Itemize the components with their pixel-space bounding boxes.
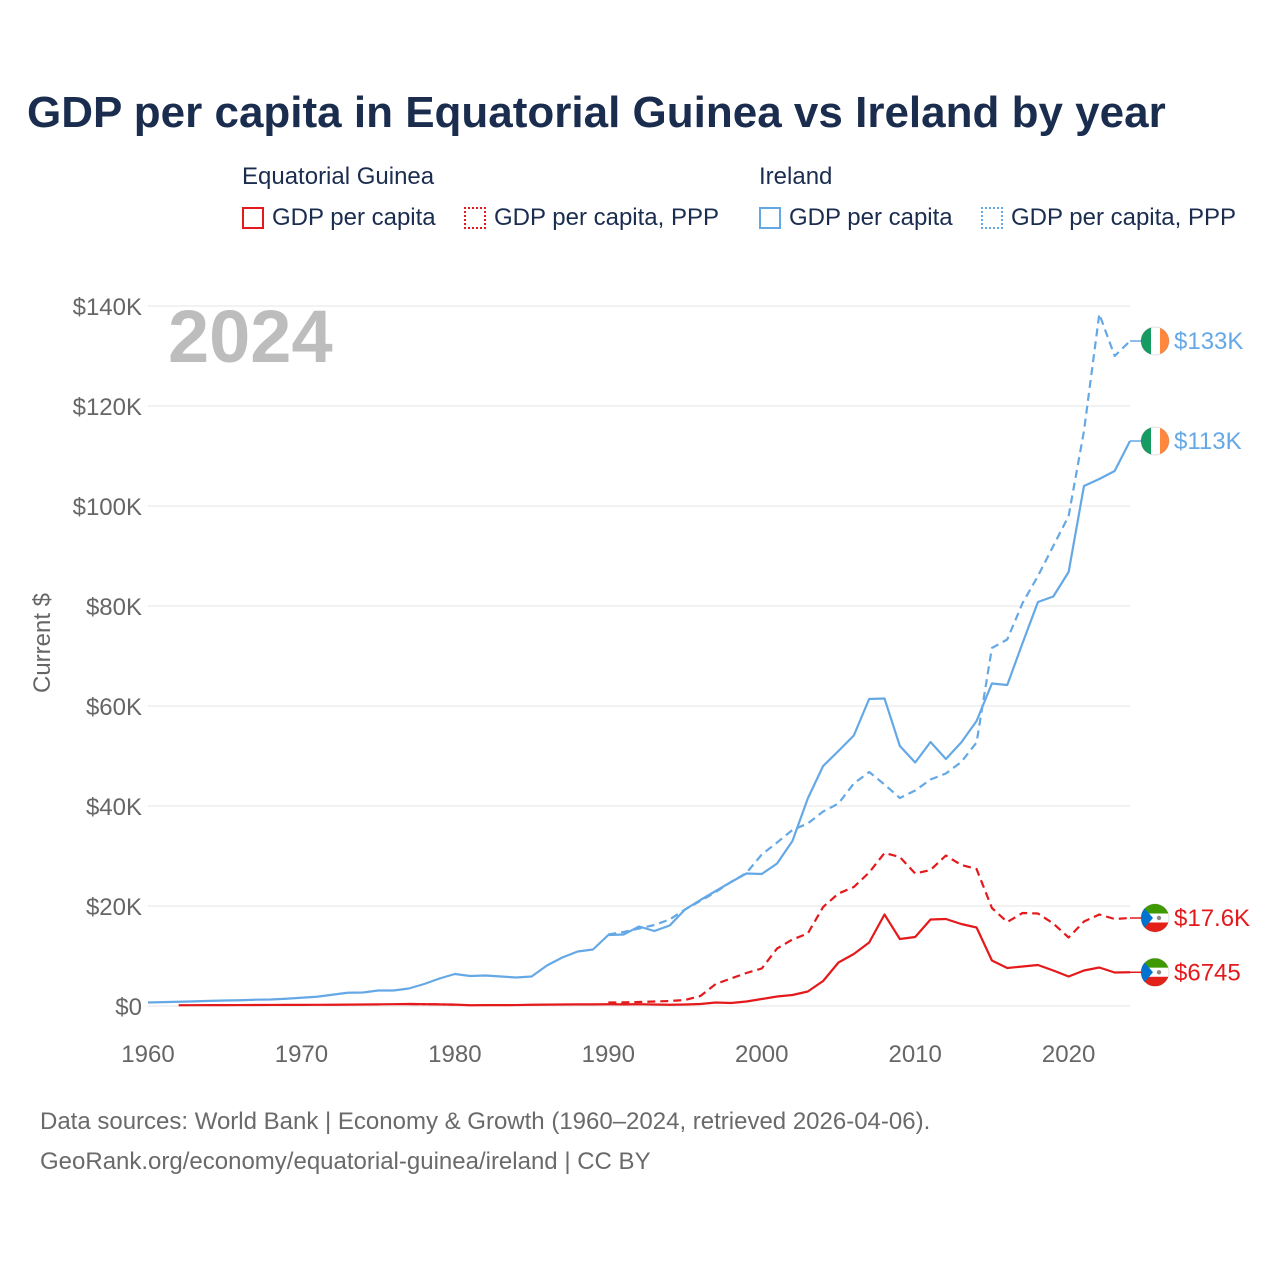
- y-tick-label: $0: [115, 994, 142, 1021]
- end-value-label: $113K: [1174, 428, 1242, 455]
- end-value-label: $17.6K: [1174, 905, 1250, 932]
- legend-label-eg-ppp: GDP per capita, PPP: [494, 204, 719, 231]
- y-axis-label: Current $: [29, 593, 56, 693]
- legend-group-ireland: Ireland: [759, 163, 833, 190]
- y-tick-label: $120K: [73, 394, 142, 421]
- legend-label-eg-gdp: GDP per capita: [272, 204, 436, 231]
- footer-attribution[interactable]: GeoRank.org/economy/equatorial-guinea/ir…: [40, 1148, 651, 1175]
- x-tick-label: 1990: [582, 1041, 635, 1068]
- y-tick-label: $60K: [86, 694, 142, 721]
- x-tick-label: 2010: [888, 1041, 941, 1068]
- y-tick-label: $140K: [73, 294, 142, 321]
- series-gap-line: [408, 1002, 455, 1006]
- legend-item-ie-ppp[interactable]: GDP per capita, PPP: [981, 204, 1236, 232]
- series-line-1[interactable]: [147, 440, 1131, 1004]
- legend-swatch-eg-gdp: [242, 207, 264, 229]
- x-tick-label: 2000: [735, 1041, 788, 1068]
- legend-label-ie-ppp: GDP per capita, PPP: [1011, 204, 1236, 231]
- legend-item-ie-gdp[interactable]: GDP per capita: [759, 204, 953, 232]
- legend-swatch-ie-gdp: [759, 207, 781, 229]
- year-watermark: 2024: [168, 295, 333, 378]
- equatorial-guinea-flag-icon: [1140, 903, 1170, 933]
- y-tick-label: $20K: [86, 894, 142, 921]
- series-line-3[interactable]: [178, 913, 1131, 1007]
- legend-item-eg-ppp[interactable]: GDP per capita, PPP: [464, 204, 719, 232]
- x-tick-label: 1980: [428, 1041, 481, 1068]
- y-tick-label: $100K: [73, 494, 142, 521]
- legend-item-eg-gdp[interactable]: GDP per capita: [242, 204, 436, 232]
- series-line-2[interactable]: [608, 851, 1131, 1004]
- x-tick-label: 1960: [121, 1041, 174, 1068]
- end-value-label: $133K: [1174, 328, 1243, 355]
- series-line-0[interactable]: [608, 312, 1131, 936]
- axes: $0 $20K $40K $60K $80K $100K $120K $140K 1960 197…: [73, 294, 1096, 1068]
- footer-sources: Data sources: World Bank | Economy & Gro…: [40, 1108, 931, 1135]
- legend-swatch-ie-ppp: [981, 207, 1003, 229]
- equatorial-guinea-flag-icon: [1140, 957, 1170, 987]
- series: [147, 312, 1131, 1007]
- x-tick-label: 2020: [1042, 1041, 1095, 1068]
- chart-title: GDP per capita in Equatorial Guinea vs I…: [27, 88, 1166, 137]
- end-labels: $133K $113K $17.6K $6745: [1130, 326, 1250, 987]
- x-tick-label: 1970: [275, 1041, 328, 1068]
- y-tick-label: $80K: [86, 594, 142, 621]
- legend-label-ie-gdp: GDP per capita: [789, 204, 953, 231]
- ireland-flag-icon: [1140, 326, 1170, 356]
- legend-swatch-eg-ppp: [464, 207, 486, 229]
- end-value-label: $6745: [1174, 959, 1241, 986]
- y-tick-label: $40K: [86, 794, 142, 821]
- legend-group-equatorial-guinea: Equatorial Guinea: [242, 163, 435, 190]
- grid-lines: [148, 305, 1130, 1007]
- ireland-flag-icon: [1140, 426, 1170, 456]
